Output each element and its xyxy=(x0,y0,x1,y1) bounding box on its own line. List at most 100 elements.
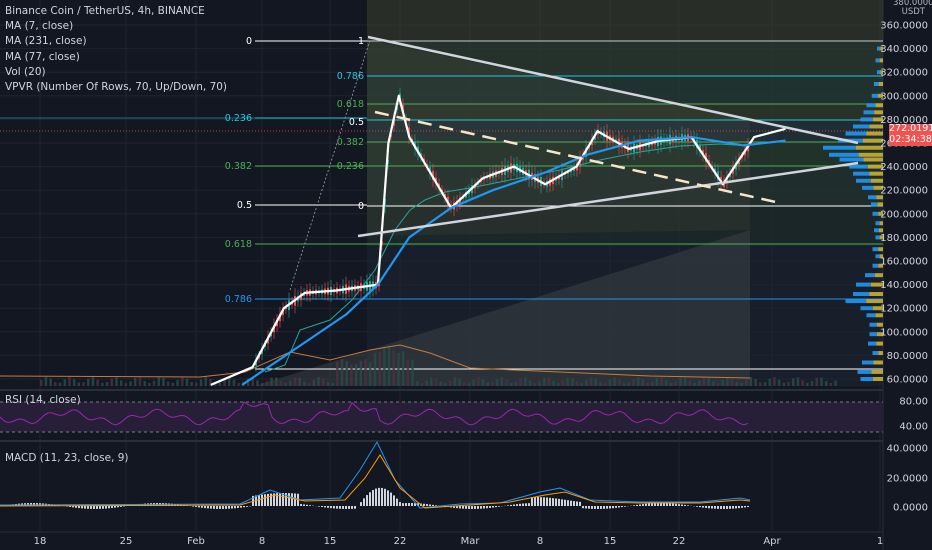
time-tick-0: 18 xyxy=(34,536,47,547)
macd-hist-bar xyxy=(486,506,488,509)
macd-hist-bar xyxy=(744,506,746,508)
volume-bar-163 xyxy=(806,382,809,386)
signal-line xyxy=(0,454,751,509)
macd-hist-bar xyxy=(528,503,530,506)
fib-zone-top xyxy=(367,0,883,41)
macd-hist-bar xyxy=(672,503,674,506)
macd-hist-bar xyxy=(75,506,77,508)
macd-hist-bar xyxy=(78,506,80,509)
volume-bar-119 xyxy=(599,382,602,386)
rsi-label[interactable]: RSI (14, close) xyxy=(5,394,81,406)
vpvr-down-20 xyxy=(878,211,883,216)
macd-hist-bar xyxy=(555,498,557,506)
macd-hist-bar xyxy=(432,504,434,506)
macd-hist-bar xyxy=(204,506,206,509)
price-tick-15: 60.0000 xyxy=(887,375,928,386)
legend-ma7[interactable]: MA (7, close) xyxy=(5,20,74,33)
macd-hist-bar xyxy=(651,503,653,506)
volume-bar-151 xyxy=(749,377,753,386)
vpvr-down-25 xyxy=(879,254,883,259)
price-tick-6: 240.0000 xyxy=(880,162,928,173)
macd-hist-bar xyxy=(108,506,110,509)
macd-hist-bar xyxy=(210,506,212,509)
fib-left-label-0: 0 xyxy=(246,36,252,47)
vpvr-down-22 xyxy=(878,228,883,233)
macd-hist-bar xyxy=(213,506,215,509)
volume-bar-116 xyxy=(585,379,588,386)
macd-hist-bar xyxy=(462,506,464,509)
volume-bar-144 xyxy=(716,382,720,386)
macd-hist-bar xyxy=(228,506,230,509)
macd-tick-1: 20.0000 xyxy=(887,474,928,485)
volume-bar-74 xyxy=(387,347,391,386)
volume-bar-50 xyxy=(275,377,278,386)
vpvr-up-32 xyxy=(866,313,876,318)
volume-bar-111 xyxy=(561,380,565,386)
legend-vpvr[interactable]: VPVR (Number Of Rows, 70, Up/Down, 70) xyxy=(5,81,228,94)
macd-hist-bar xyxy=(735,506,737,509)
macd-hist-bar xyxy=(69,506,71,507)
macd-hist-bar xyxy=(384,488,386,506)
macd-hist-bar xyxy=(531,497,533,506)
macd-hist-bar xyxy=(606,506,608,509)
macd-hist-bar xyxy=(198,506,200,508)
macd-line xyxy=(0,440,751,509)
macd-hist-bar xyxy=(390,492,392,506)
macd-hist-bar xyxy=(381,487,383,506)
macd-hist-bar xyxy=(705,506,707,508)
macd-hist-bar xyxy=(522,503,524,506)
macd-hist-bar xyxy=(294,493,296,506)
vpvr-up-17 xyxy=(862,185,874,190)
macd-hist-bar xyxy=(702,506,704,508)
macd-hist-bar xyxy=(681,504,683,506)
volume-bar-39 xyxy=(223,378,226,386)
macd-hist-bar xyxy=(87,506,89,509)
macd-label[interactable]: MACD (11, 23, close, 9) xyxy=(5,452,129,464)
vpvr-down-6 xyxy=(874,110,883,115)
volume-bar-155 xyxy=(768,378,771,386)
legend-volume[interactable]: Vol (20) xyxy=(5,65,46,78)
volume-bar-154 xyxy=(763,382,767,386)
vpvr-up-29 xyxy=(853,292,870,297)
volume-bar-85 xyxy=(439,381,442,386)
time-tick-11: 1 xyxy=(877,536,883,547)
time-tick-10: Apr xyxy=(763,536,781,547)
macd-hist-bar xyxy=(105,506,107,509)
macd-hist-bar xyxy=(399,502,401,506)
macd-hist-bar xyxy=(273,493,275,506)
volume-bar-165 xyxy=(815,377,818,386)
macd-hist-bar xyxy=(234,506,236,509)
macd-hist-bar xyxy=(216,506,218,509)
vpvr-down-9 xyxy=(866,131,883,136)
volume-bar-26 xyxy=(162,377,165,386)
volume-bar-92 xyxy=(472,379,475,386)
volume-bar-79 xyxy=(411,359,414,386)
macd-hist-bar xyxy=(459,506,461,509)
macd-hist-bar xyxy=(90,506,92,509)
vpvr-down-30 xyxy=(866,299,883,304)
legend-ma77[interactable]: MA (77, close) xyxy=(5,50,80,63)
macd-hist-bar xyxy=(372,490,374,506)
macd-hist-bar xyxy=(558,498,560,506)
volume-bar-145 xyxy=(721,379,724,386)
macd-hist-bar xyxy=(477,506,479,509)
volume-bar-14 xyxy=(105,381,109,386)
volume-bar-35 xyxy=(204,377,207,386)
vpvr-up-39 xyxy=(860,377,873,381)
macd-hist-bar xyxy=(375,488,377,506)
volume-bar-22 xyxy=(143,380,146,386)
fib-left-label-3: 0.5 xyxy=(237,200,252,211)
macd-hist-bar xyxy=(279,493,281,506)
volume-bar-98 xyxy=(500,377,504,386)
macd-hist-bar xyxy=(726,506,728,509)
symbol-title[interactable]: Binance Coin / TetherUS, 4h, BINANCE xyxy=(5,5,205,17)
legend-ma231[interactable]: MA (231, close) xyxy=(5,35,87,48)
volume-bar-29 xyxy=(176,379,179,386)
vpvr-up-7 xyxy=(860,117,873,122)
bar-countdown: 02:34:38 xyxy=(889,133,932,145)
macd-hist-bar xyxy=(621,506,623,508)
vpvr-up-4 xyxy=(871,93,878,98)
macd-hist-bar xyxy=(732,506,734,509)
vpvr-down-29 xyxy=(869,292,883,297)
